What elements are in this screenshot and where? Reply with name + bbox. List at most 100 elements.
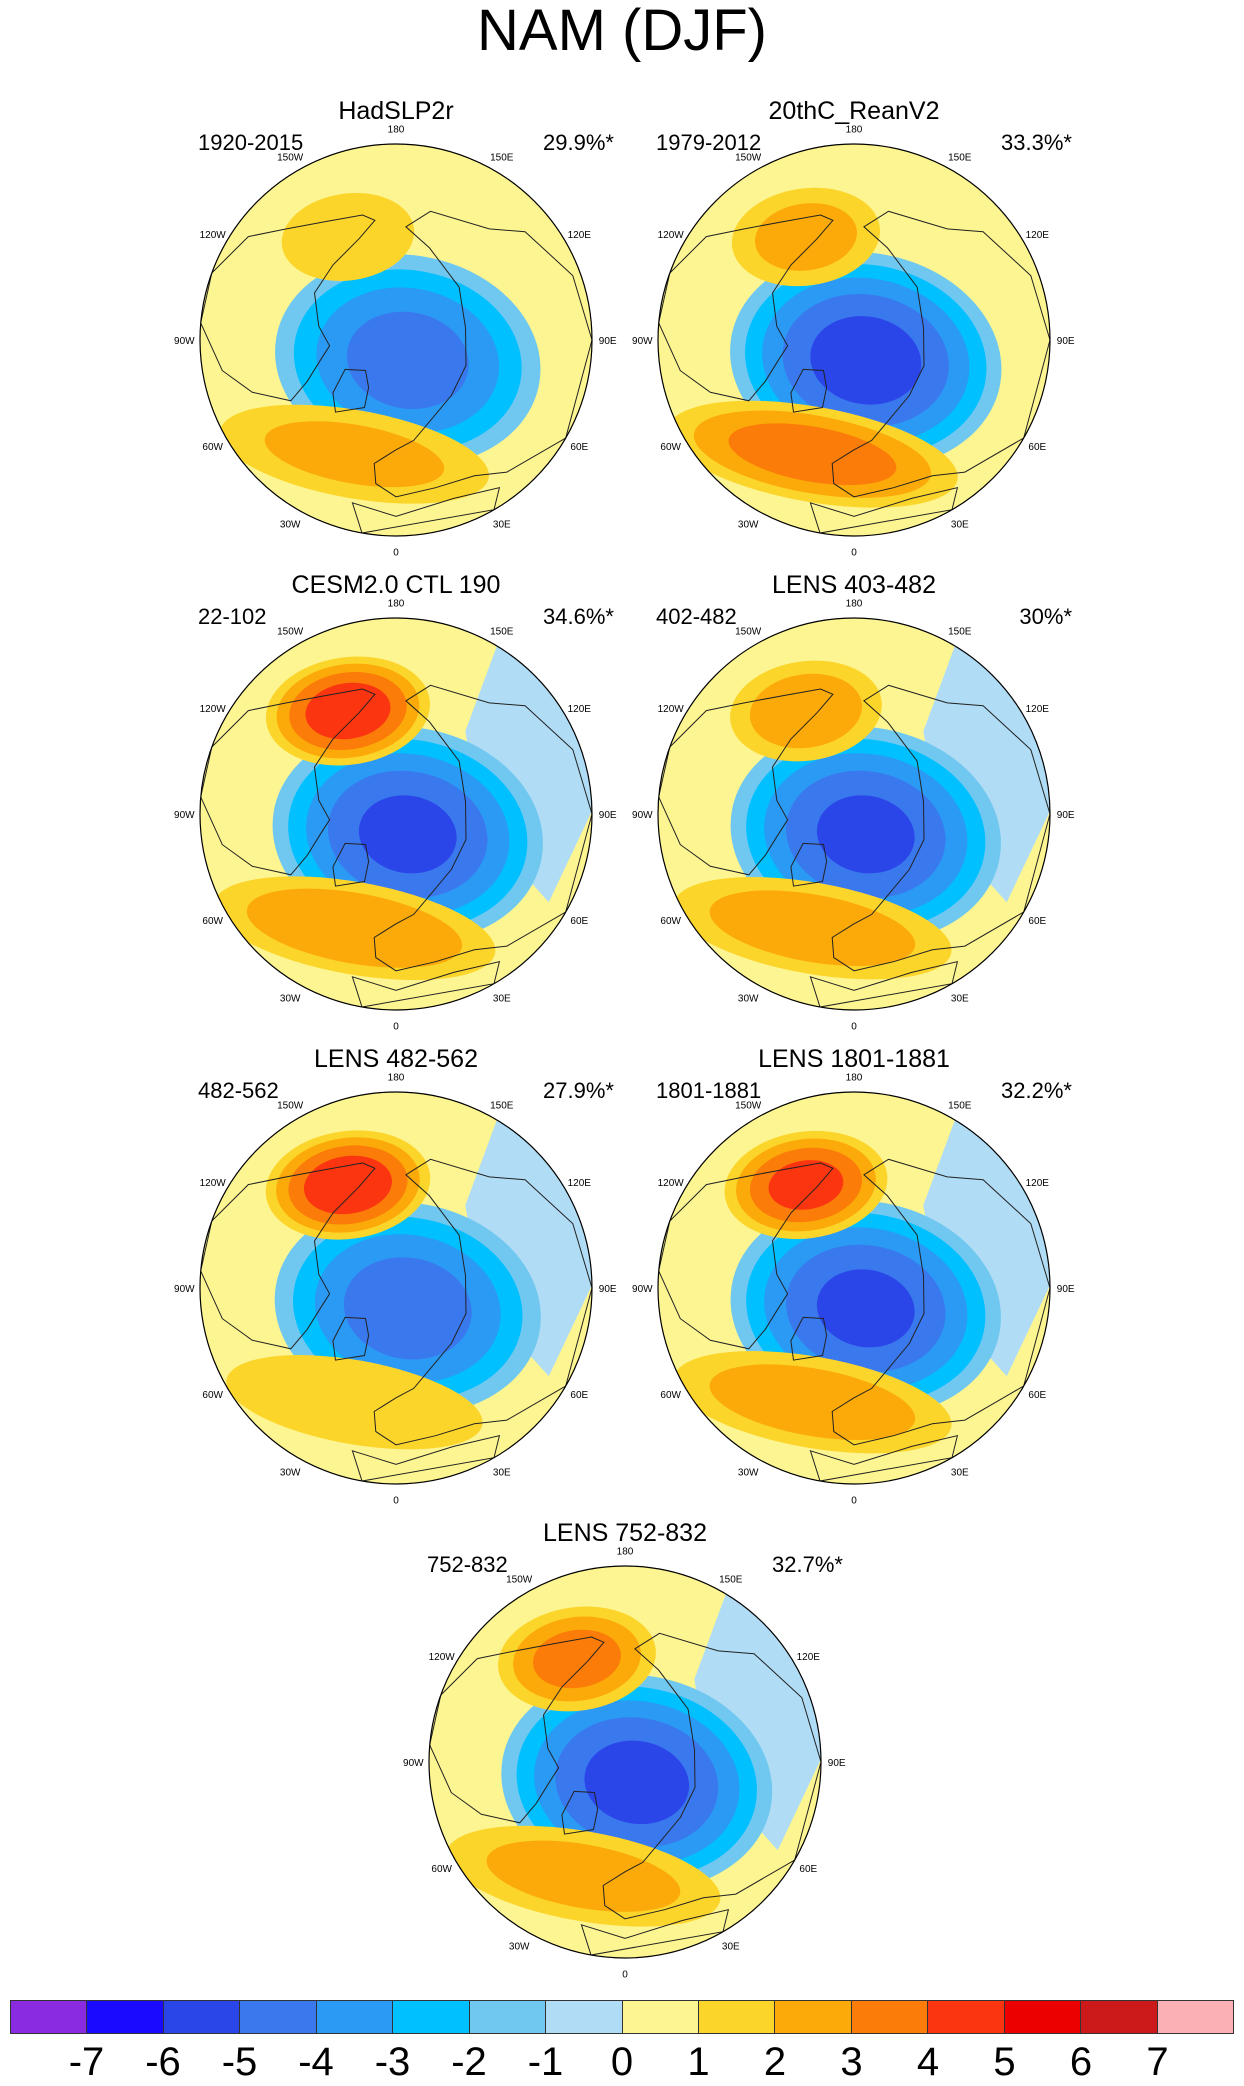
longitude-label: 120E bbox=[568, 1178, 592, 1189]
coastline bbox=[790, 842, 828, 887]
polar-map: 180 150E 120E 90E 60E 30E 0 30W 60W 90W 120W 150W bbox=[174, 124, 617, 559]
map-boundary bbox=[199, 1091, 593, 1485]
longitude-label: 180 bbox=[846, 124, 863, 135]
map-panel: 20thC_ReanV2 1979-2012 33.3%* 180 150E 120E 90… bbox=[574, 96, 1134, 559]
colorbar-tick-label: -2 bbox=[451, 2040, 487, 2084]
colorbar-box bbox=[469, 2001, 547, 2033]
longitude-label: 150E bbox=[948, 627, 972, 638]
coastline bbox=[200, 214, 376, 402]
panel-title: HadSLP2r bbox=[338, 97, 454, 125]
polar-map: 180 150E 120E 90E 60E 30E 0 30W 60W 90W 120W 150W bbox=[632, 124, 1075, 559]
longitude-label: 0 bbox=[622, 1970, 628, 1981]
panel-variance: 34.6%* bbox=[543, 604, 614, 629]
longitude-label: 0 bbox=[393, 1496, 399, 1507]
colorbar-box bbox=[698, 2001, 776, 2033]
colorbar-tick-label: 0 bbox=[610, 2040, 634, 2084]
longitude-label: 120W bbox=[200, 230, 227, 241]
longitude-label: 60E bbox=[570, 916, 588, 927]
panel-period: 482-562 bbox=[198, 1078, 279, 1103]
map-boundary bbox=[199, 143, 593, 537]
longitude-label: 0 bbox=[393, 548, 399, 559]
map-boundary bbox=[428, 1565, 822, 1959]
map-boundary bbox=[657, 143, 1051, 537]
longitude-label: 90W bbox=[403, 1758, 424, 1769]
polar-map: 180 150E 120E 90E 60E 30E 0 30W 60W 90W 120W 150W bbox=[632, 1072, 1075, 1506]
longitude-label: 180 bbox=[388, 124, 405, 135]
longitude-label: 30W bbox=[738, 993, 759, 1004]
coastline bbox=[658, 688, 834, 876]
coastline bbox=[831, 684, 1050, 972]
longitude-label: 120W bbox=[658, 230, 685, 241]
longitude-label: 120E bbox=[1026, 1178, 1050, 1189]
panel-period: 752-832 bbox=[427, 1552, 508, 1577]
longitude-label: 60E bbox=[799, 1864, 817, 1875]
longitude-label: 90W bbox=[174, 1284, 195, 1295]
colorbar-tick-label: 1 bbox=[687, 2040, 710, 2084]
longitude-label: 150W bbox=[277, 1101, 304, 1112]
pacific-high-level-4 bbox=[768, 1160, 844, 1210]
panel-title: LENS 403-482 bbox=[771, 571, 936, 599]
panel-period: 1801-1881 bbox=[656, 1078, 762, 1103]
longitude-label: 180 bbox=[388, 1072, 405, 1083]
colorbar-labels: -7 -6 -5 -4 -3 -2 -1 0 1 2 3 4 5 6 7 bbox=[10, 2040, 1234, 2086]
longitude-label: 120W bbox=[200, 704, 227, 715]
longitude-label: 90W bbox=[632, 810, 653, 821]
longitude-label: 120W bbox=[429, 1652, 456, 1663]
atlantic-high-level-2 bbox=[486, 1840, 681, 1912]
polar-map: 180 150E 120E 90E 60E 30E 0 30W 60W 90W 120W 150W bbox=[174, 1072, 617, 1507]
figure-title: NAM (DJF) bbox=[477, 0, 767, 63]
map-panel: CESM2.0 CTL 190 22-102 34.6%* 180 150E 120E 90… bbox=[116, 570, 676, 1033]
longitude-label: 30W bbox=[738, 519, 759, 530]
longitude-label: 90E bbox=[599, 810, 617, 821]
panel-title: CESM2.0 CTL 190 bbox=[291, 571, 501, 599]
coastline bbox=[200, 1162, 376, 1350]
panel-title: LENS 1801-1881 bbox=[758, 1045, 950, 1073]
colorbar-tick-label: -3 bbox=[374, 2040, 411, 2084]
longitude-label: 30E bbox=[493, 993, 511, 1004]
map-panel: LENS 482-562 482-562 27.9%* 180 150E 120E 90E 6… bbox=[116, 1044, 676, 1507]
longitude-label: 120E bbox=[568, 704, 592, 715]
panel-variance: 32.7%* bbox=[772, 1552, 843, 1577]
panel-period: 1979-2012 bbox=[656, 130, 762, 155]
longitude-label: 150W bbox=[735, 627, 762, 638]
colorbar-tick-label: -1 bbox=[527, 2040, 564, 2084]
arctic-low-level-5 bbox=[584, 1740, 690, 1825]
longitude-label: 60E bbox=[1028, 916, 1046, 927]
longitude-label: 0 bbox=[851, 548, 857, 559]
longitude-label: 60W bbox=[202, 916, 223, 927]
longitude-label: 30W bbox=[280, 1467, 301, 1478]
longitude-label: 180 bbox=[617, 1546, 634, 1557]
coastline bbox=[658, 1162, 834, 1350]
arctic-low-level-4 bbox=[346, 311, 469, 410]
pacific-high-level-3 bbox=[532, 1629, 621, 1689]
colorbar-tick-label: 3 bbox=[840, 2040, 863, 2084]
coastline bbox=[831, 1158, 1050, 1446]
colorbar-box bbox=[393, 2001, 470, 2033]
polar-map: 180 150E 120E 90E 60E 30E 0 30W 60W 90W 120W 150W bbox=[174, 598, 617, 1033]
pacific-high-level-2 bbox=[749, 673, 863, 749]
longitude-label: 120E bbox=[568, 230, 592, 241]
longitude-label: 60W bbox=[431, 1864, 452, 1875]
colorbar-tick-label: 7 bbox=[1146, 2040, 1169, 2084]
panel-variance: 30%* bbox=[1019, 604, 1072, 629]
coastline bbox=[332, 842, 370, 887]
map-boundary bbox=[657, 617, 1051, 1011]
pacific-high-level-4 bbox=[305, 682, 391, 740]
polar-map: 180 150E 120E 90E 60E 30E 0 30W 60W 90W 120W 150W bbox=[403, 1546, 846, 1981]
longitude-label: 60W bbox=[660, 1390, 681, 1401]
longitude-label: 0 bbox=[393, 1022, 399, 1033]
longitude-label: 120E bbox=[797, 1652, 821, 1663]
longitude-label: 60E bbox=[570, 442, 588, 453]
panel-title: LENS 482-562 bbox=[313, 1045, 478, 1073]
atlantic-high-level-1 bbox=[226, 1355, 483, 1450]
coastline bbox=[561, 1790, 599, 1835]
longitude-label: 60W bbox=[202, 442, 223, 453]
longitude-label: 90E bbox=[828, 1758, 846, 1769]
longitude-label: 120E bbox=[1026, 704, 1050, 715]
longitude-label: 30E bbox=[951, 993, 969, 1004]
colorbar-box bbox=[775, 2001, 852, 2033]
longitude-label: 90E bbox=[599, 336, 617, 347]
longitude-label: 90E bbox=[1057, 1284, 1075, 1295]
colorbar-box bbox=[546, 2001, 623, 2033]
longitude-label: 90W bbox=[632, 1284, 653, 1295]
